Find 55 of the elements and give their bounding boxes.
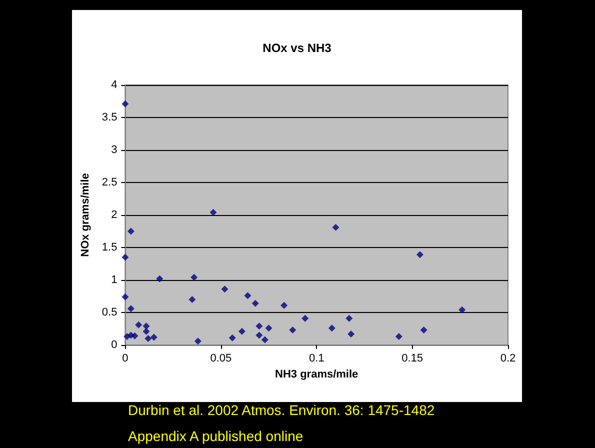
point xyxy=(420,326,428,334)
x-tick-label: 0.05 xyxy=(210,352,232,364)
point xyxy=(395,333,402,340)
y-tick-label: 0 xyxy=(111,339,118,351)
point xyxy=(346,314,353,322)
point xyxy=(127,228,134,235)
point xyxy=(244,292,252,300)
chart-title: NOx vs NH3 xyxy=(262,41,332,55)
y-tick-label: 2 xyxy=(111,209,118,221)
y-tick-label: 1.5 xyxy=(102,242,118,254)
x-tick-label: 0.15 xyxy=(402,352,424,364)
y-tick-label: 3 xyxy=(111,144,118,156)
text: Appendix A published online xyxy=(128,428,304,444)
point xyxy=(135,321,142,328)
x-tick-label: 0.2 xyxy=(500,352,516,364)
point xyxy=(238,328,246,335)
x-tick-label: 0.1 xyxy=(308,352,324,364)
point xyxy=(122,293,129,300)
y-tick-label: 3.5 xyxy=(102,112,118,124)
point xyxy=(328,324,336,332)
point xyxy=(127,305,134,312)
x-axis-title: NH3 grams/mile xyxy=(275,368,358,380)
point xyxy=(332,224,340,231)
point xyxy=(150,334,158,341)
point xyxy=(228,334,236,342)
point xyxy=(348,330,355,338)
point xyxy=(280,302,288,309)
point xyxy=(221,286,228,293)
point xyxy=(144,335,152,342)
point xyxy=(131,332,138,340)
x-tick-label: 0 xyxy=(122,352,128,364)
point xyxy=(194,338,202,345)
point xyxy=(156,275,164,282)
y-tick-label: 2.5 xyxy=(102,176,118,188)
point xyxy=(122,254,129,261)
text: Durbin et al. 2002 Atmos. Environ. 36: 1475-1482 xyxy=(128,402,435,418)
y-tick-label: 4 xyxy=(111,79,118,91)
y-axis-title: NOx grams/mile xyxy=(80,173,92,257)
point xyxy=(458,306,466,314)
y-tick-label: 1 xyxy=(111,274,118,286)
point xyxy=(142,322,150,330)
point xyxy=(256,332,263,339)
point xyxy=(122,100,129,108)
point xyxy=(190,274,198,281)
point xyxy=(256,322,263,330)
point xyxy=(289,326,296,334)
point xyxy=(188,296,196,303)
point xyxy=(416,251,424,258)
point xyxy=(302,314,309,322)
point xyxy=(142,328,150,335)
y-tick-label: 0.5 xyxy=(102,306,118,318)
point xyxy=(210,208,217,216)
point xyxy=(265,324,272,332)
point xyxy=(261,336,268,344)
point xyxy=(252,300,259,307)
